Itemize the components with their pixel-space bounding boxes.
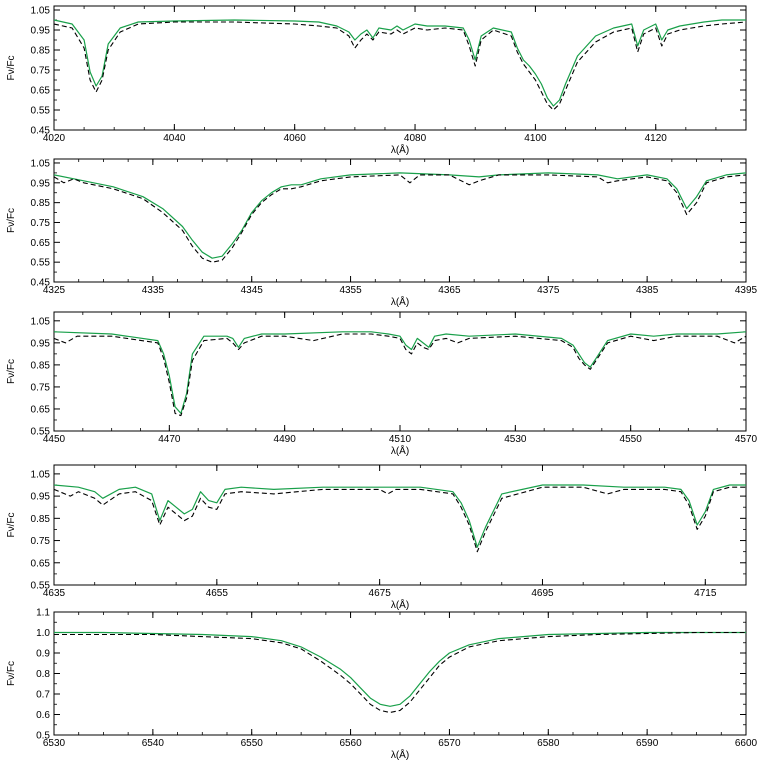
x-tick-label: 4395 bbox=[735, 285, 758, 296]
y-tick-label: 0.95 bbox=[31, 492, 51, 503]
y-tick-label: 0.85 bbox=[31, 46, 51, 57]
y-tick-label: 0.75 bbox=[31, 66, 51, 77]
observed-spectrum-line bbox=[54, 172, 746, 259]
observed-spectrum-line bbox=[54, 631, 746, 707]
x-axis-title: λ(Å) bbox=[391, 444, 409, 457]
y-tick-label: 0.55 bbox=[31, 258, 51, 269]
x-tick-label: 4530 bbox=[504, 434, 527, 445]
y-tick-label: 1.05 bbox=[31, 6, 51, 17]
x-tick-label: 4060 bbox=[284, 133, 307, 144]
model-spectrum-line bbox=[54, 486, 746, 553]
y-axis-title: Fν/Fc bbox=[6, 661, 17, 686]
model-spectrum-line bbox=[54, 174, 746, 263]
model-spectrum-line bbox=[54, 21, 746, 111]
x-tick-label: 6580 bbox=[537, 738, 560, 749]
y-tick-label: 0.65 bbox=[31, 404, 51, 415]
x-tick-label: 4570 bbox=[735, 434, 758, 445]
y-axis-title: Fν/Fc bbox=[6, 513, 17, 538]
observed-spectrum-line bbox=[54, 19, 746, 107]
y-tick-label: 0.55 bbox=[31, 427, 51, 438]
x-tick-label: 4100 bbox=[524, 133, 547, 144]
x-tick-label: 4470 bbox=[158, 434, 181, 445]
observed-spectrum-line bbox=[54, 484, 746, 548]
y-tick-label: 0.45 bbox=[31, 126, 51, 137]
x-tick-label: 6540 bbox=[142, 738, 165, 749]
y-tick-label: 0.95 bbox=[31, 178, 51, 189]
x-tick-label: 4655 bbox=[206, 588, 229, 599]
chart-panel-2: 4325 4335 4345 4355 4365 4375 4385 4395 0.45 0.55… bbox=[6, 158, 758, 308]
x-tick-label: 6560 bbox=[339, 738, 362, 749]
x-tick-label: 4635 bbox=[43, 588, 66, 599]
y-tick-label: 0.9 bbox=[36, 649, 50, 660]
y-tick-label: 0.65 bbox=[31, 558, 51, 569]
y-tick-label: 0.45 bbox=[31, 278, 51, 289]
x-tick-label: 4040 bbox=[163, 133, 186, 144]
y-tick-label: 0.8 bbox=[36, 669, 50, 680]
y-axis-title: Fν/Fc bbox=[6, 359, 17, 384]
y-tick-label: 1.05 bbox=[31, 158, 51, 169]
x-tick-label: 4510 bbox=[389, 434, 412, 445]
x-tick-label: 4715 bbox=[694, 588, 717, 599]
y-tick-label: 0.5 bbox=[36, 731, 50, 742]
x-axis-title: λ(Å) bbox=[391, 748, 409, 761]
y-tick-label: 0.65 bbox=[31, 86, 51, 97]
y-tick-label: 0.85 bbox=[31, 514, 51, 525]
x-tick-label: 4335 bbox=[142, 285, 165, 296]
x-tick-label: 4550 bbox=[620, 434, 643, 445]
plot-frame bbox=[53, 5, 747, 131]
x-tick-label: 4020 bbox=[43, 133, 66, 144]
model-spectrum-line bbox=[54, 631, 746, 714]
x-tick-label: 4325 bbox=[43, 285, 66, 296]
chart-panel-5: 6530 6540 6550 6560 6570 6580 6590 6600 0.5 0.6 0.… bbox=[6, 608, 758, 762]
x-tick-label: 6550 bbox=[241, 738, 264, 749]
y-tick-label: 0.6 bbox=[36, 710, 50, 721]
chart-panel-4: 4635 4655 4675 4695 4715 0.55 0.65 0.75 0.85 0.95… bbox=[6, 464, 747, 611]
x-tick-label: 6530 bbox=[43, 738, 66, 749]
x-axis-title: λ(Å) bbox=[391, 143, 409, 156]
x-tick-label: 4365 bbox=[438, 285, 461, 296]
y-tick-label: 0.7 bbox=[36, 690, 50, 701]
plot-frame bbox=[53, 311, 747, 432]
chart-panel-3: 4450 4470 4490 4510 4530 4550 4570 0.55 0.65 0.75… bbox=[6, 311, 758, 457]
y-tick-label: 1.1 bbox=[36, 608, 50, 619]
x-tick-label: 4375 bbox=[537, 285, 560, 296]
y-tick-label: 0.55 bbox=[31, 581, 51, 592]
x-tick-label: 6590 bbox=[636, 738, 659, 749]
y-tick-label: 0.75 bbox=[31, 382, 51, 393]
plot-frame bbox=[53, 611, 747, 736]
x-tick-label: 4385 bbox=[636, 285, 659, 296]
x-tick-label: 4345 bbox=[241, 285, 264, 296]
x-tick-label: 4450 bbox=[43, 434, 66, 445]
y-tick-label: 0.95 bbox=[31, 26, 51, 37]
x-tick-label: 4120 bbox=[645, 133, 668, 144]
x-tick-label: 6570 bbox=[438, 738, 461, 749]
x-tick-label: 4490 bbox=[274, 434, 297, 445]
y-axis-title: Fν/Fc bbox=[6, 56, 17, 81]
x-tick-label: 4355 bbox=[339, 285, 362, 296]
y-tick-label: 1.0 bbox=[36, 628, 50, 639]
x-tick-label: 6600 bbox=[735, 738, 758, 749]
y-tick-label: 0.75 bbox=[31, 536, 51, 547]
y-axis-title: Fν/Fc bbox=[6, 208, 17, 233]
observed-spectrum-line bbox=[54, 331, 746, 414]
y-tick-label: 0.55 bbox=[31, 106, 51, 117]
x-axis-title: λ(Å) bbox=[391, 295, 409, 308]
plot-frame bbox=[53, 464, 747, 586]
x-tick-label: 4080 bbox=[404, 133, 427, 144]
y-tick-label: 0.65 bbox=[31, 238, 51, 249]
x-tick-label: 4695 bbox=[531, 588, 554, 599]
y-tick-label: 1.05 bbox=[31, 469, 51, 480]
y-tick-label: 1.05 bbox=[31, 316, 51, 327]
y-tick-label: 0.95 bbox=[31, 338, 51, 349]
model-spectrum-line bbox=[54, 333, 746, 417]
y-tick-label: 0.75 bbox=[31, 218, 51, 229]
x-axis-title: λ(Å) bbox=[391, 598, 409, 611]
x-tick-label: 4675 bbox=[369, 588, 392, 599]
y-tick-label: 0.85 bbox=[31, 198, 51, 209]
chart-panel-1: 4020 4040 4060 4080 4100 4120 0.45 0.55 0.65 0.75… bbox=[6, 5, 747, 156]
y-tick-label: 0.85 bbox=[31, 360, 51, 371]
